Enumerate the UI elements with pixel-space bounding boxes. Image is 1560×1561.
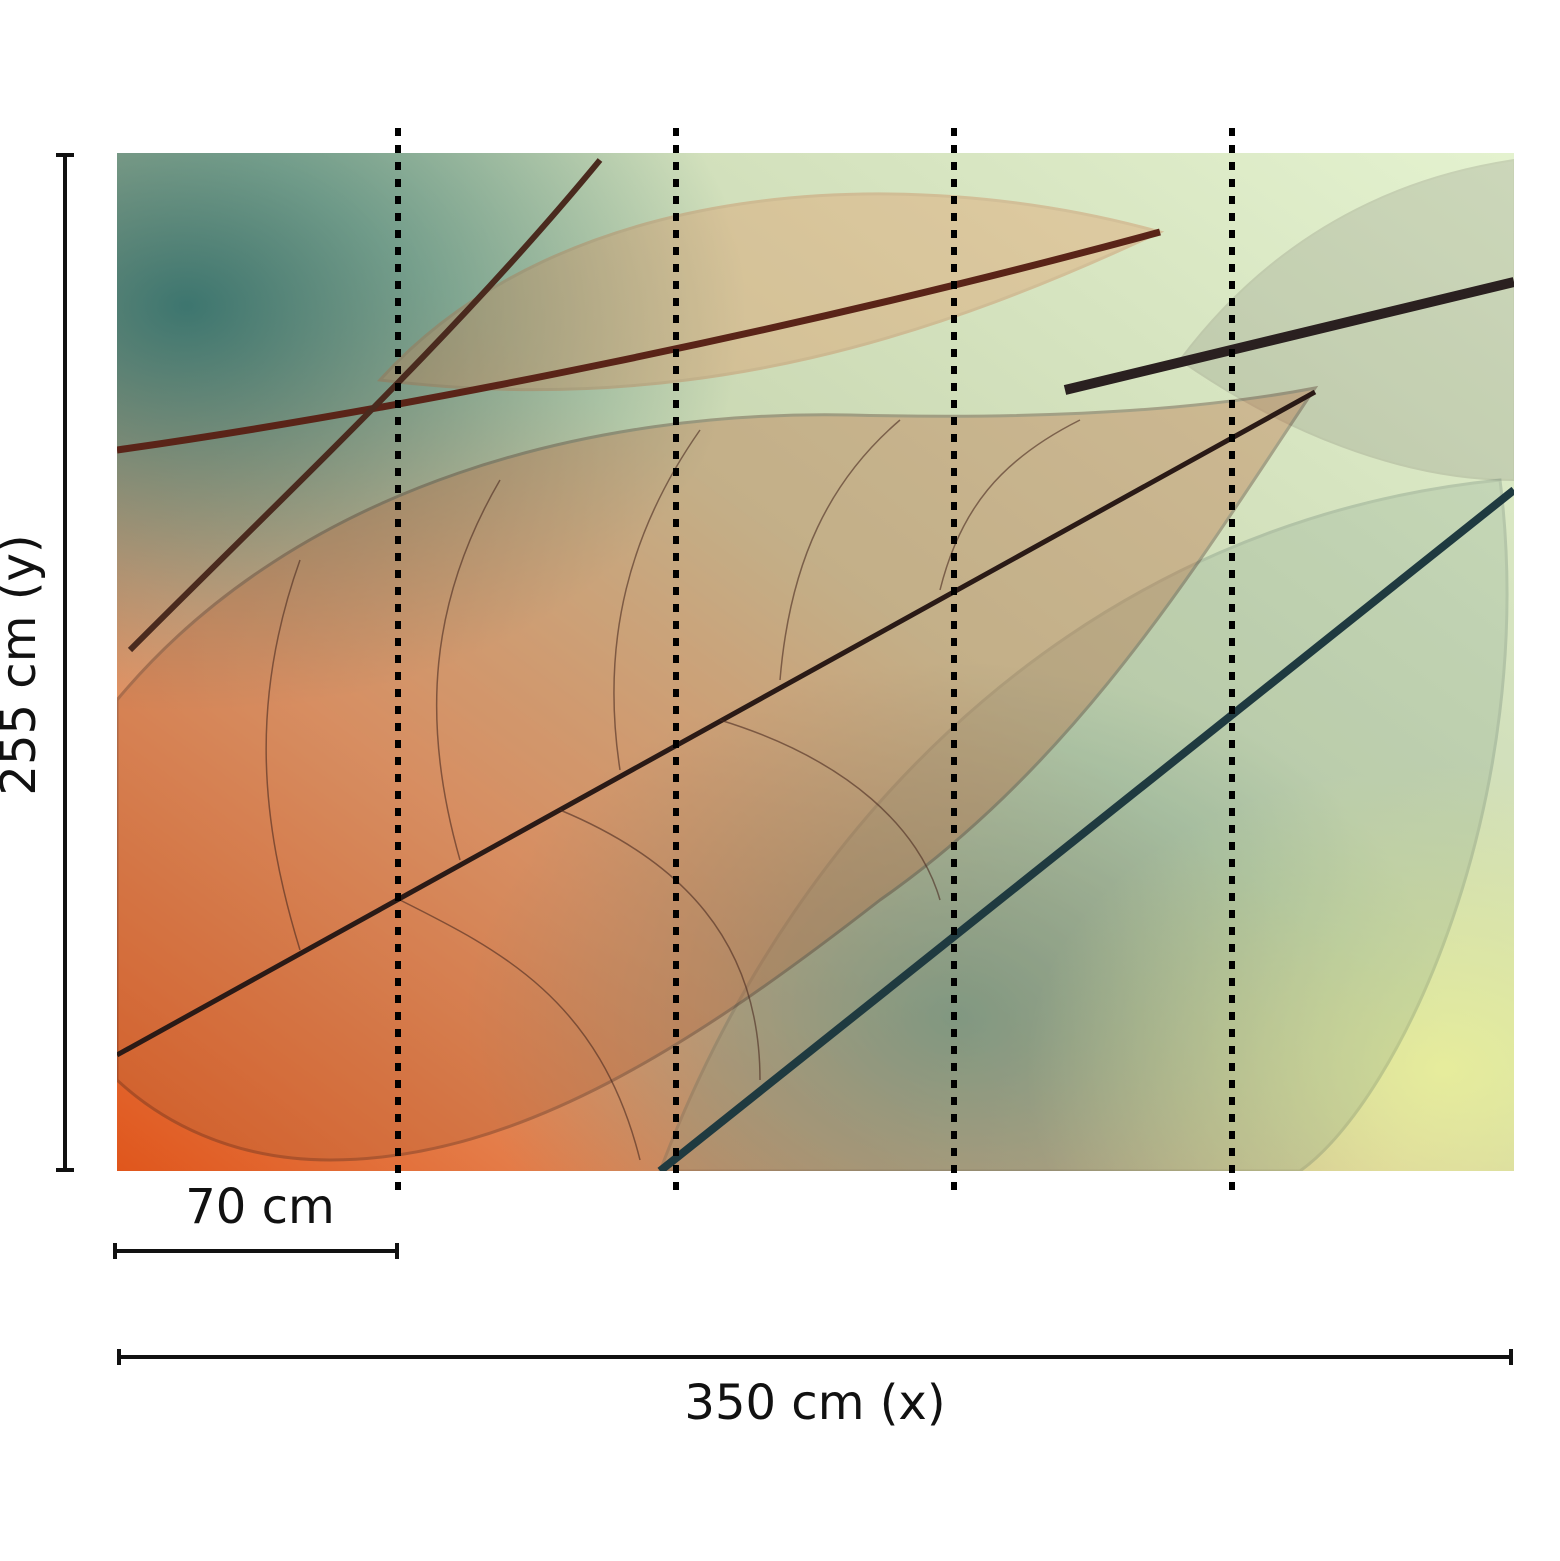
width-dimension [117, 1349, 1513, 1365]
panel-width-dimension [113, 1243, 399, 1259]
height-dimension [56, 153, 74, 1172]
width-label: 350 cm (x) [684, 1375, 945, 1431]
panel-lines [395, 128, 1235, 1197]
leaf-image [117, 153, 1514, 1171]
height-label: 255 cm (y) [0, 534, 47, 795]
panel-width-label: 70 cm [185, 1179, 334, 1235]
